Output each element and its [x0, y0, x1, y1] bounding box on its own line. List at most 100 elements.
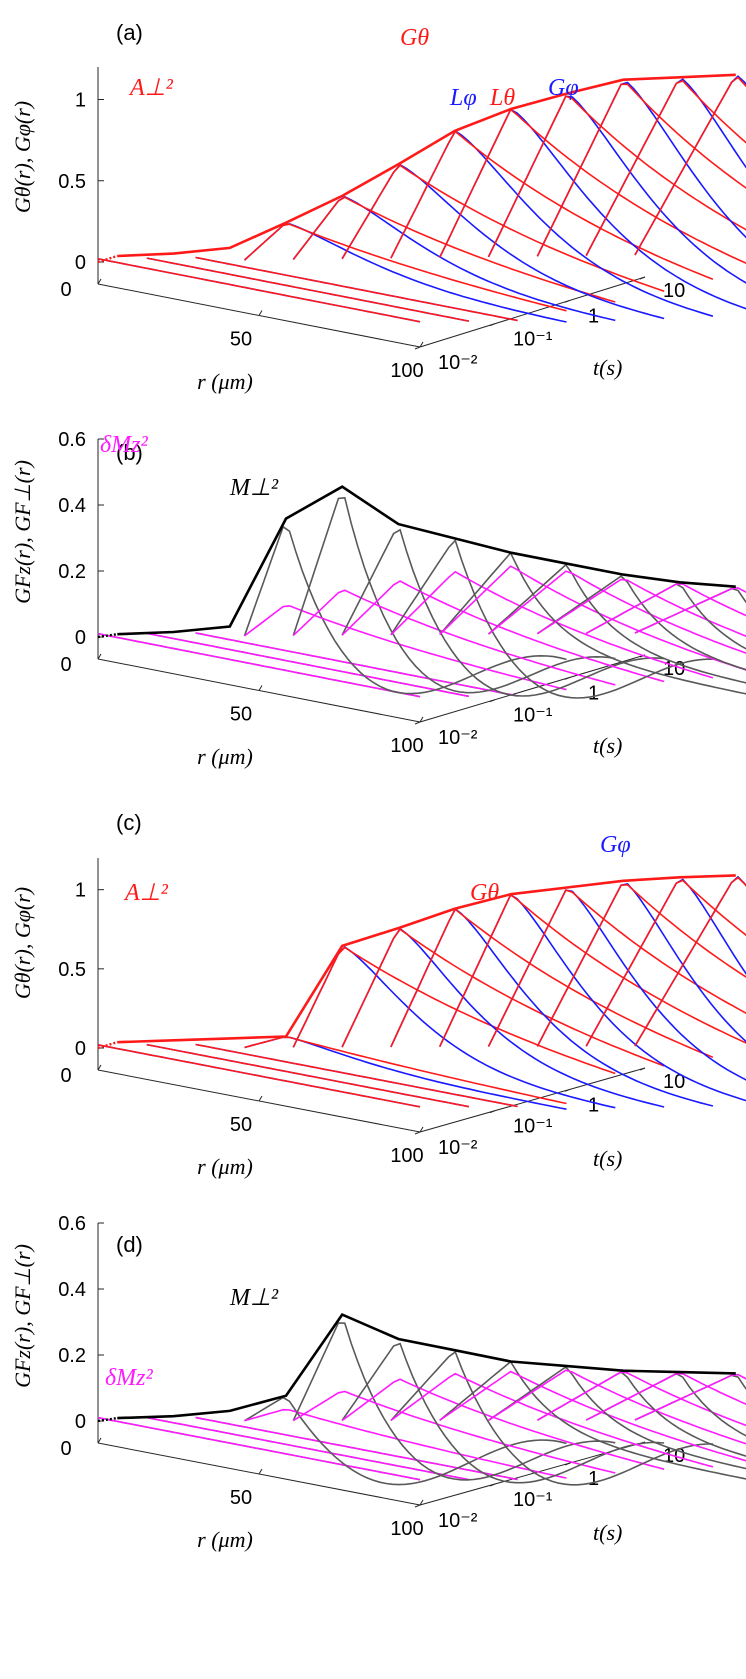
t-tick-label: 10 — [663, 1071, 685, 1093]
t-axis-label: t(s) — [593, 355, 622, 380]
t-tick — [639, 1067, 646, 1071]
trace-GFperp-5 — [341, 1342, 665, 1484]
panel-label: (b) — [116, 440, 143, 465]
trace-G-4 — [292, 946, 616, 1109]
t-tick-label: 10⁻² — [438, 1510, 478, 1532]
trace-GFz-4 — [292, 589, 616, 686]
t-tick-label: 10⁻¹ — [513, 1116, 553, 1138]
trace-GFperp-7 — [439, 551, 746, 695]
trace-G-9 — [536, 83, 746, 257]
t-tick — [489, 323, 496, 327]
r-tick — [258, 685, 263, 691]
trace-GFz-6 — [390, 1372, 714, 1468]
trace-G-0 — [97, 1044, 421, 1108]
annotation-1: δMz² — [105, 1365, 153, 1391]
trace-G-4 — [292, 946, 616, 1075]
y-tick-label: 1 — [75, 90, 86, 112]
trace-G-7 — [438, 893, 746, 1048]
panel-label: (a) — [116, 20, 143, 45]
t-tick — [564, 1088, 571, 1092]
trace-GFperp-8 — [487, 563, 746, 684]
y-tick-label: 0.6 — [58, 429, 86, 451]
annotation-0: M⊥² — [229, 1285, 279, 1311]
y-tick-label: 0 — [75, 1411, 86, 1433]
trace-G-3 — [243, 223, 567, 312]
trace-G-1 — [146, 1043, 469, 1108]
annotation-0: A⊥² — [128, 75, 174, 101]
r-tick — [97, 1437, 102, 1444]
r-tick — [258, 1095, 263, 1102]
t-tick — [414, 721, 421, 725]
y-axis-label: GFz(r), GF⊥(r) — [10, 460, 35, 604]
t-tick-label: 1 — [588, 1094, 599, 1116]
r-tick — [97, 653, 102, 660]
trace-G-8 — [487, 95, 746, 258]
r-tick — [419, 341, 424, 348]
trace-GFperp-4 — [292, 496, 616, 694]
r-tick-label: 100 — [390, 1145, 423, 1167]
r-tick-label: 50 — [230, 1114, 252, 1136]
trace-GFz-9 — [536, 578, 746, 637]
y-tick-label: 0.5 — [58, 171, 86, 193]
r-tick-label: 100 — [390, 360, 423, 382]
t-tick-label: 10⁻¹ — [513, 705, 553, 727]
envelope-curve — [117, 485, 736, 636]
x-axis-label: r (μm) — [197, 744, 253, 769]
r-tick-label: 50 — [230, 704, 252, 726]
trace-GFperp-3 — [243, 525, 567, 695]
t-tick — [564, 299, 571, 303]
t-tick — [564, 1462, 571, 1466]
panel-label: (c) — [116, 810, 142, 835]
t-tick-label: 1 — [588, 682, 599, 704]
t-axis-label: t(s) — [593, 1520, 622, 1545]
trace-G-0 — [97, 258, 421, 323]
trace-GFz-2 — [195, 632, 518, 697]
t-tick — [489, 1483, 496, 1487]
trace-GFz-11 — [634, 1373, 746, 1421]
y-tick-label: 0.2 — [58, 561, 86, 583]
y-tick-label: 0 — [75, 627, 86, 649]
x-axis-label: r (μm) — [197, 1527, 253, 1552]
t-tick-label: 10⁻² — [438, 727, 478, 749]
t-axis-label: t(s) — [593, 733, 622, 758]
envelope-curve — [117, 1312, 736, 1420]
trace-G-9 — [536, 81, 746, 257]
r-tick — [258, 1468, 263, 1475]
trace-G-7 — [438, 893, 746, 1102]
trace-GFz-8 — [488, 1369, 746, 1445]
envelope-lead — [97, 254, 118, 264]
annotation-1: Gθ — [470, 880, 499, 906]
trace-G-9 — [536, 883, 746, 1047]
t-axis — [419, 1067, 646, 1133]
trace-GFz-6 — [390, 570, 714, 679]
y-axis-label: Gθ(r), Gφ(r) — [10, 887, 35, 999]
t-axis — [419, 276, 646, 348]
annotation-1: M⊥² — [229, 475, 279, 501]
t-tick — [489, 699, 496, 703]
trace-GFz-0 — [97, 632, 421, 698]
annotation-1: Gθ — [400, 25, 429, 51]
y-tick-label: 0.2 — [58, 1345, 86, 1367]
envelope-lead — [97, 1416, 118, 1423]
t-tick-label: 10⁻² — [438, 352, 478, 374]
trace-G-4 — [292, 196, 616, 303]
y-tick-label: 0.4 — [58, 495, 86, 517]
t-tick — [414, 1131, 421, 1135]
trace-GFz-10 — [585, 1372, 746, 1421]
t-tick-label: 1 — [588, 1468, 599, 1490]
t-tick — [639, 276, 646, 280]
r-tick — [419, 716, 424, 723]
annotation-3: Lθ — [489, 85, 515, 111]
trace-GFz-10 — [585, 583, 746, 635]
y-tick-label: 0.6 — [58, 1213, 86, 1235]
trace-G-8 — [487, 95, 746, 284]
r-tick-label: 0 — [60, 654, 71, 676]
trace-GFz-4 — [292, 1390, 616, 1474]
trace-GFperp-8 — [488, 1365, 746, 1470]
r-tick — [419, 1126, 424, 1133]
t-tick — [414, 1504, 421, 1508]
annotation-4: Gφ — [548, 75, 579, 101]
t-tick — [489, 1110, 496, 1114]
t-tick-label: 10⁻¹ — [513, 329, 553, 351]
